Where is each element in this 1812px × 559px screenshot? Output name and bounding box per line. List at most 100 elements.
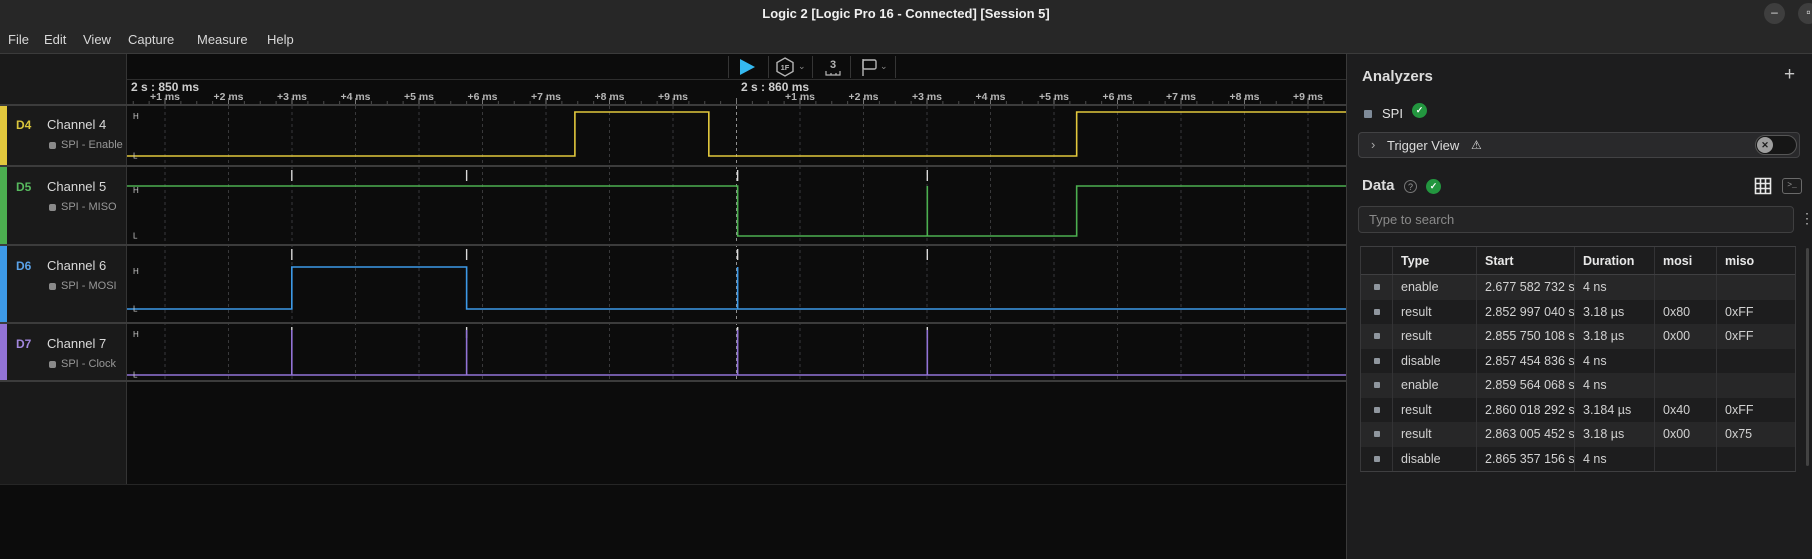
cell-start: 2.855 750 108 s (1477, 324, 1575, 349)
table-header-type[interactable]: Type (1393, 247, 1477, 274)
chevron-right-icon[interactable]: › (1371, 137, 1376, 152)
chevron-down-icon[interactable]: ⌄ (798, 61, 806, 71)
menu-file[interactable]: File (8, 32, 29, 47)
channel-analyzer-label: SPI - Enable (61, 139, 123, 151)
play-capture-button[interactable] (737, 57, 757, 82)
cell-type: enable (1393, 275, 1477, 300)
grid-table-icon (1754, 177, 1772, 195)
channel-color-stripe (0, 105, 7, 165)
table-view-button[interactable] (1754, 177, 1772, 200)
channel-label-column (0, 54, 127, 484)
ruler-tick-label: +8 ms (1229, 91, 1260, 103)
measurements-button[interactable]: 3 (822, 56, 844, 83)
cell-start: 2.859 564 068 s (1477, 373, 1575, 398)
cell-start: 2.677 582 732 s (1477, 275, 1575, 300)
table-row[interactable]: disable 2.857 454 836 s 4 ns (1361, 348, 1795, 374)
cell-type: disable (1393, 348, 1477, 373)
cell-miso: 0xFF (1725, 304, 1754, 319)
trigger-view-row[interactable]: › Trigger View ⚠ ✕ (1358, 132, 1800, 158)
svg-text:L: L (133, 371, 138, 380)
table-row[interactable]: enable 2.859 564 068 s 4 ns (1361, 373, 1795, 398)
help-icon[interactable]: ? (1404, 180, 1417, 193)
toolbar-divider (127, 79, 1346, 80)
terminal-icon[interactable]: >_ (1782, 178, 1802, 194)
cell-mosi (1655, 348, 1717, 373)
drag-handle-icon[interactable] (1364, 110, 1372, 118)
table-row[interactable]: disable 2.865 357 156 s 4 ns (1361, 446, 1795, 471)
ruler-tick-label: +3 ms (276, 91, 308, 103)
cell-duration: 3.18 µs (1575, 299, 1655, 324)
row-divider[interactable] (0, 244, 1346, 246)
row-marker-cell (1361, 373, 1393, 398)
measure-ruler-icon: 3 (825, 59, 841, 76)
flag-icon (862, 59, 877, 76)
row-marker-icon (1373, 431, 1380, 438)
table-header-duration[interactable]: Duration (1575, 247, 1655, 274)
ruler-tick-label: +1 ms (149, 91, 181, 103)
table-row[interactable]: enable 2.677 582 732 s 4 ns (1361, 275, 1795, 300)
table-row[interactable]: result 2.860 018 292 s 3.184 µs 0x40 0xF… (1361, 397, 1795, 422)
table-row[interactable]: result 2.855 750 108 s 3.18 µs 0x00 0xFF (1361, 324, 1795, 349)
menu-bar: File Edit View Capture Measure Help (0, 27, 1812, 54)
ruler-tick-label: +5 ms (403, 91, 435, 103)
table-header-miso[interactable]: miso (1725, 253, 1755, 268)
table-scrollbar[interactable] (1806, 248, 1809, 466)
table-header-mosi[interactable]: mosi (1655, 247, 1717, 274)
more-options-button[interactable]: ⋮ (1800, 210, 1812, 226)
channel-color-stripe (0, 167, 7, 244)
row-marker-cell (1361, 348, 1393, 373)
channel-analyzer-label: SPI - Clock (61, 358, 117, 370)
menu-edit[interactable]: Edit (44, 32, 67, 47)
annotations-flag-button[interactable] (858, 56, 880, 83)
cell-miso (1717, 373, 1795, 398)
channel-name: Channel 4 (47, 117, 107, 132)
ruler-tick-label: +2 ms (213, 91, 244, 103)
search-input[interactable] (1358, 206, 1794, 233)
play-icon (740, 59, 755, 75)
svg-text:H: H (133, 186, 139, 195)
svg-text:L: L (133, 152, 138, 161)
menu-measure[interactable]: Measure (197, 32, 248, 47)
svg-text:H: H (133, 112, 139, 121)
menu-help[interactable]: Help (267, 32, 294, 47)
channel-analyzer-label: SPI - MISO (61, 201, 117, 213)
svg-text:3: 3 (830, 59, 836, 71)
hexagon-trigger-icon: 1F (776, 57, 794, 77)
table-row[interactable]: result 2.852 997 040 s 3.18 µs 0x80 0xFF (1361, 299, 1795, 324)
row-marker-icon (1373, 357, 1380, 364)
table-header-start[interactable]: Start (1477, 247, 1575, 274)
add-analyzer-button[interactable]: + (1784, 64, 1796, 85)
viewport-bottom-divider (0, 484, 1346, 485)
trigger-view-label: Trigger View (1387, 138, 1460, 153)
cell-duration: 3.184 µs (1575, 397, 1655, 422)
ruler-tick-label: +4 ms (340, 91, 371, 103)
row-divider[interactable] (0, 165, 1346, 167)
chevron-down-icon[interactable]: ⌄ (880, 61, 888, 71)
minimize-button[interactable]: – (1764, 3, 1785, 24)
cell-mosi: 0x80 (1655, 299, 1717, 324)
trigger-mode-button[interactable]: 1F (774, 56, 796, 83)
svg-text:H: H (133, 267, 139, 276)
ruler-tick-label: +8 ms (594, 91, 625, 103)
menu-view[interactable]: View (83, 32, 111, 47)
row-divider[interactable] (0, 380, 1346, 382)
close-icon[interactable]: ✕ (1757, 137, 1773, 153)
title-bar: Logic 2 [Logic Pro 16 - Connected] [Sess… (0, 0, 1812, 27)
row-marker-cell (1361, 422, 1393, 447)
table-row[interactable]: result 2.863 005 452 s 3.18 µs 0x00 0x75 (1361, 422, 1795, 447)
toolbar-separator (728, 56, 729, 78)
data-section-title: Data (1362, 177, 1395, 194)
trigger-view-toggle[interactable]: ✕ (1755, 135, 1797, 155)
ruler-tick-label: +7 ms (530, 91, 562, 103)
cell-miso: 0xFF (1725, 402, 1754, 417)
toolbar-separator (850, 56, 851, 78)
cell-start: 2.863 005 452 s (1477, 422, 1575, 447)
row-marker-icon (1373, 382, 1380, 389)
menu-capture[interactable]: Capture (128, 32, 175, 47)
maximize-button[interactable]: ▫ (1798, 3, 1812, 24)
cell-miso (1717, 349, 1795, 374)
cell-start: 2.860 018 292 s (1477, 397, 1575, 422)
row-divider[interactable] (0, 322, 1346, 324)
table-header-marker (1361, 247, 1393, 274)
